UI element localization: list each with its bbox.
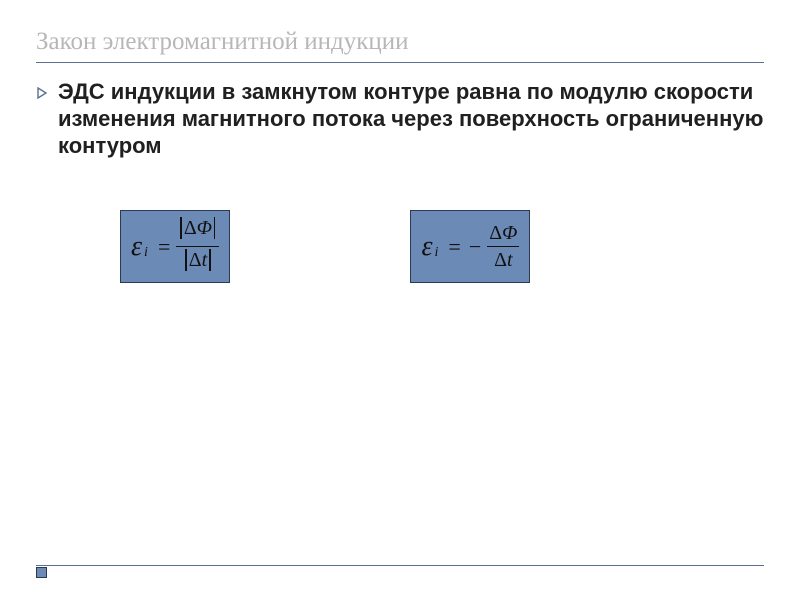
bullet-icon (36, 79, 58, 99)
epsilon-symbol: ε (421, 231, 432, 263)
epsilon-symbol: ε (131, 231, 142, 263)
formula-abs: ε i = ΔΦ Δt (131, 217, 219, 276)
formula-box-abs: ε i = ΔΦ Δt (120, 210, 230, 283)
equals-sign: = (448, 234, 460, 260)
body-text: ЭДС индукции в замкнутом контуре равна п… (58, 79, 764, 159)
fraction-signed: ΔΦ Δt (487, 222, 519, 271)
formulas-area: ε i = ΔΦ Δt (120, 210, 680, 283)
formula-box-signed: ε i = − ΔΦ Δt (410, 210, 530, 283)
minus-sign: − (469, 234, 481, 260)
epsilon-subscript: i (435, 245, 439, 261)
slide: Закон электромагнитной индукции ЭДС инду… (0, 0, 800, 600)
body-row: ЭДС индукции в замкнутом контуре равна п… (36, 79, 764, 159)
fraction-bar (487, 246, 519, 247)
fraction-bar (176, 246, 219, 247)
footer-rule (36, 565, 764, 566)
fraction-abs: ΔΦ Δt (176, 217, 219, 276)
abs-numerator: ΔΦ (178, 217, 217, 239)
slide-title: Закон электромагнитной индукции (36, 28, 764, 63)
epsilon-subscript: i (144, 245, 148, 261)
abs-denominator: Δt (183, 249, 212, 271)
formula-signed: ε i = − ΔΦ Δt (421, 222, 519, 271)
equals-sign: = (158, 234, 170, 260)
footer-square-icon (36, 567, 47, 578)
